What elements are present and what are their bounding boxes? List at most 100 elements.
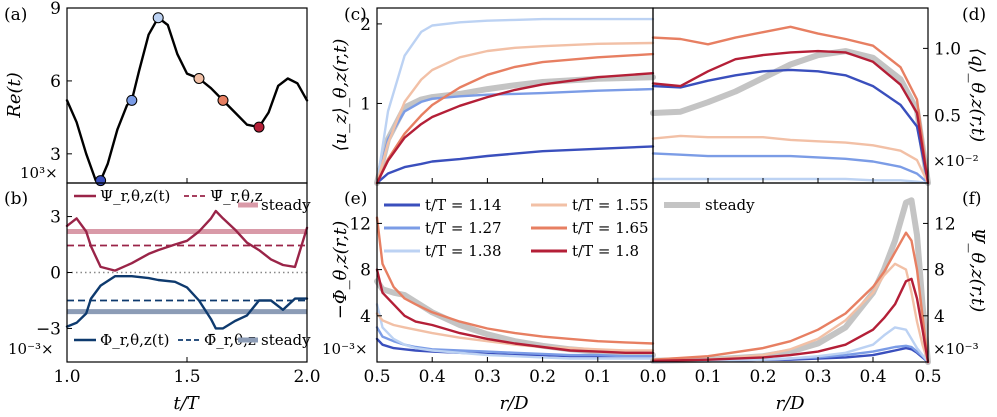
panel-label-b: (b) <box>4 189 28 209</box>
panel-label-e: (e) <box>344 189 367 209</box>
legend-label-t127: t/T = 1.27 <box>425 219 502 237</box>
xtick-label-f-3: 0.4 <box>859 367 886 387</box>
series-d-t114 <box>651 68 930 185</box>
legend-b-psibar-label: Ψ̄_r,θ,z <box>210 187 263 205</box>
series-c-t165 <box>375 52 655 185</box>
series-e-t138 <box>375 303 655 360</box>
axes-frame-f <box>652 182 929 363</box>
series-f-t138 <box>651 326 930 364</box>
legend-label-steady: steady <box>705 196 755 214</box>
series-d-t138 <box>651 177 930 185</box>
series-f-t180 <box>651 277 930 364</box>
series-f-t155 <box>651 262 930 364</box>
xtick-label-b-1: 1.5 <box>173 367 200 387</box>
ytick-label-a-2: 9 <box>50 0 61 19</box>
series-d-t155 <box>651 134 930 185</box>
xtick-label-e-1: 0.4 <box>419 367 446 387</box>
panel-label-f: (f) <box>962 189 982 209</box>
series-e-t127 <box>375 326 655 358</box>
series-d-steady <box>650 48 931 186</box>
multiplier-e: 10⁻³× <box>322 340 368 358</box>
ytick-label-d-0: 0.5 <box>934 107 961 127</box>
ytick-label-b-1: 0 <box>50 264 61 284</box>
series-e-t165 <box>375 216 655 345</box>
ytick-label-a-1: 6 <box>50 72 61 92</box>
series-e-t180 <box>375 268 655 354</box>
legend-label-t165: t/T = 1.65 <box>572 219 649 237</box>
ytick-label-f-1: 8 <box>934 261 945 281</box>
series-d-t165 <box>651 25 930 185</box>
axis-label-b-x: t/T <box>173 393 200 414</box>
ytick-label-d-1: 1.0 <box>934 39 961 59</box>
legend-label-t138: t/T = 1.38 <box>425 242 502 260</box>
ytick-label-a-0: 3 <box>50 145 61 165</box>
xtick-label-b-0: 1.0 <box>53 367 80 387</box>
xtick-label-f-0: 0.1 <box>694 367 721 387</box>
series-c-t127 <box>375 87 655 185</box>
legend-b-psi-steady-label: steady <box>261 196 311 214</box>
marker-a-t114 <box>95 175 107 187</box>
ytick-label-b-2: 3 <box>50 208 61 228</box>
xtick-label-e-2: 0.3 <box>474 367 501 387</box>
legend-b-phibar-label: Φ̄_r,θ,z <box>204 331 256 349</box>
series-b-psi <box>65 209 309 272</box>
xtick-label-e-4: 0.1 <box>584 367 611 387</box>
axis-label-e-y: −Φ_θ,z(r,t) <box>330 221 351 320</box>
marker-a-t138 <box>152 12 164 24</box>
panel-label-d: (d) <box>962 5 986 25</box>
series-e-t155 <box>375 312 655 352</box>
legend-b-psi-label: Ψ_r,θ,z(t) <box>100 187 170 205</box>
multiplier-f: ×10⁻³ <box>933 340 979 358</box>
ytick-label-e-2: 12 <box>349 214 371 234</box>
legend-label-t180: t/T = 1.8 <box>572 242 639 260</box>
series-f-t165 <box>651 231 930 364</box>
series-a-s0 <box>65 16 309 182</box>
series-d-t180 <box>651 49 930 185</box>
series-c-t155 <box>375 41 655 185</box>
ytick-label-e-1: 8 <box>360 261 371 281</box>
multiplier-a: 10³× <box>20 164 58 182</box>
ytick-label-b-0: −3 <box>36 319 61 339</box>
axes-frame-a <box>66 7 308 184</box>
ytick-label-f-0: 4 <box>934 307 945 327</box>
series-b-phi <box>65 275 309 330</box>
marker-a-t180 <box>253 121 265 133</box>
axis-label-a-y: Re(t) <box>4 72 25 118</box>
ytick-label-c-0: 1 <box>360 94 371 114</box>
xtick-label-e-0: 0.5 <box>363 367 390 387</box>
series-c-t114 <box>375 145 655 185</box>
marker-a-t165 <box>217 94 229 106</box>
multiplier-d: ×10⁻² <box>933 152 979 170</box>
ytick-label-e-0: 4 <box>360 307 371 327</box>
axis-label-c-y: ⟨u_z⟩_θ,z(r,t) <box>330 39 351 152</box>
axis-label-f-x: r/D <box>775 393 805 414</box>
xtick-label-e-5: 0.0 <box>639 367 666 387</box>
legend-b-phi-steady-label: steady <box>261 331 311 349</box>
marker-a-t127 <box>126 94 138 106</box>
multiplier-b: 10⁻³× <box>8 340 54 358</box>
xtick-label-b-2: 2.0 <box>293 367 320 387</box>
series-d-t127 <box>651 152 930 185</box>
xtick-label-f-2: 0.3 <box>804 367 831 387</box>
xtick-label-e-3: 0.2 <box>529 367 556 387</box>
legend-label-t114: t/T = 1.14 <box>425 196 502 214</box>
xtick-label-f-1: 0.2 <box>749 367 776 387</box>
series-c-t138 <box>375 17 655 185</box>
axis-label-d-y: ⟨q⟩_θ,z(r,t) <box>967 48 988 142</box>
axis-label-f-y: Ψ_θ,z(r,t) <box>967 228 988 312</box>
legend-b-phi-label: Φ_r,θ,z(t) <box>100 331 170 349</box>
axis-label-e-x: r/D <box>499 393 529 414</box>
series-c-t180 <box>375 72 655 185</box>
ytick-label-f-2: 12 <box>934 214 956 234</box>
marker-a-t155 <box>193 72 205 84</box>
legend-b: Ψ_r,θ,z(t) Ψ̄_r,θ,z steady Φ_r,θ,z(t) Φ̄… <box>74 187 311 349</box>
xtick-label-f-4: 0.5 <box>914 367 941 387</box>
series-f-steady <box>650 197 931 365</box>
legend-label-t155: t/T = 1.55 <box>572 196 649 214</box>
panel-label-c: (c) <box>344 5 367 25</box>
ytick-label-c-1: 2 <box>360 15 371 35</box>
legend-main: t/T = 1.14 t/T = 1.27 t/T = 1.38 t/T = 1… <box>384 196 755 260</box>
panel-label-a: (a) <box>4 5 27 25</box>
